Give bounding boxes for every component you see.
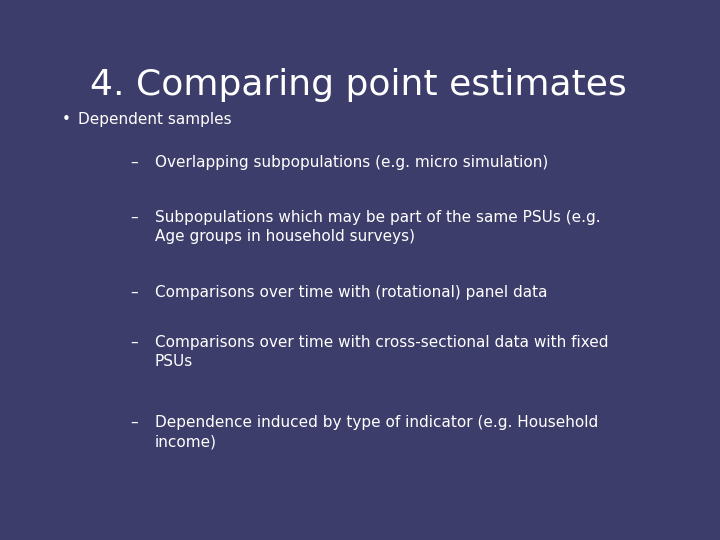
Text: –: – (130, 155, 138, 170)
Text: Comparisons over time with (rotational) panel data: Comparisons over time with (rotational) … (155, 285, 547, 300)
Text: 4. Comparing point estimates: 4. Comparing point estimates (90, 68, 626, 102)
Text: Subpopulations which may be part of the same PSUs (e.g.
Age groups in household : Subpopulations which may be part of the … (155, 210, 600, 244)
Text: –: – (130, 285, 138, 300)
Text: •: • (62, 112, 71, 127)
Text: Dependence induced by type of indicator (e.g. Household
income): Dependence induced by type of indicator … (155, 415, 598, 449)
Text: Comparisons over time with cross-sectional data with fixed
PSUs: Comparisons over time with cross-section… (155, 335, 608, 369)
Text: –: – (130, 415, 138, 430)
Text: –: – (130, 335, 138, 350)
Text: –: – (130, 210, 138, 225)
Text: Overlapping subpopulations (e.g. micro simulation): Overlapping subpopulations (e.g. micro s… (155, 155, 548, 170)
Text: Dependent samples: Dependent samples (78, 112, 232, 127)
